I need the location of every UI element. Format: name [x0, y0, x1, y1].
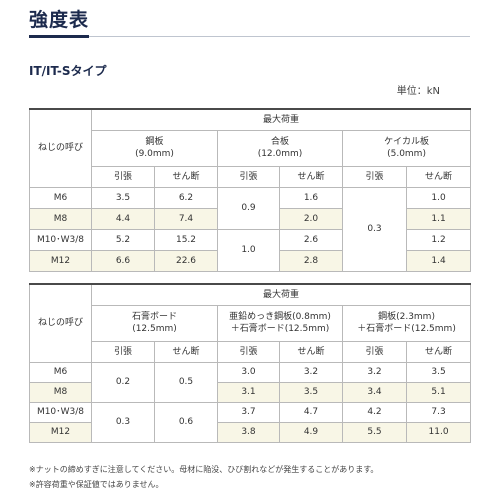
group-sub: ＋石膏ボード(12.5mm): [357, 324, 456, 334]
table-row: M6 3.5 6.2 0.9 1.6 0.3 1.0: [29, 186, 472, 272]
tension-header: 引張: [217, 165, 280, 188]
cell-value: 2.6: [279, 228, 343, 251]
cell-value: 3.8: [217, 421, 280, 443]
cell-value: 4.4: [91, 207, 155, 230]
screw-size: M10･W3/8: [29, 401, 92, 423]
strength-table-2: ねじの呼び 最大荷重 石膏ボード (12.5mm) 亜鉛めっき鋼板(0.8mm)…: [29, 283, 472, 443]
cell-value-merged: 0.3: [91, 401, 155, 443]
screw-size-header: ねじの呼び: [29, 283, 92, 363]
cell-value-merged: 1.0: [217, 228, 280, 272]
cell-value: 1.0: [405, 186, 472, 209]
group-sub: (5.0mm): [387, 149, 426, 159]
screw-size: M12: [29, 421, 92, 443]
table-row: M10･W3/8 0.3 0.6 3.7 4.7 4.2 7.3: [29, 401, 472, 443]
group-name: 亜鉛めっき鋼板(0.8mm): [229, 312, 331, 322]
cell-value-merged: 0.5: [154, 361, 218, 403]
tension-header: 引張: [91, 340, 155, 363]
group-header-plywood: 合板 (12.0mm): [217, 129, 343, 167]
unit-label: 単位：kN: [396, 86, 440, 97]
screw-size: M8: [29, 207, 92, 230]
cell-value: 3.2: [342, 361, 407, 383]
group-sub: (12.5mm): [132, 324, 177, 334]
group-name: ケイカル板: [384, 137, 429, 147]
cell-value: 1.1: [405, 207, 472, 230]
cell-value: 4.7: [279, 401, 343, 423]
shear-header: せん断: [405, 165, 472, 188]
group-name: 鋼板(2.3mm): [378, 312, 435, 322]
max-load-header: 最大荷重: [90, 283, 472, 306]
cell-value-merged: 0.2: [91, 361, 155, 403]
shear-header: せん断: [279, 165, 343, 188]
cell-value: 3.5: [279, 381, 343, 403]
cell-value: 3.5: [91, 186, 155, 209]
cell-value-merged: 0.3: [342, 186, 407, 272]
screw-size: M6: [29, 186, 92, 209]
cell-value: 5.2: [91, 228, 155, 251]
tension-header: 引張: [342, 165, 407, 188]
cell-value: 15.2: [154, 228, 218, 251]
screw-size-header: ねじの呼び: [29, 108, 92, 188]
cell-value: 5.5: [342, 421, 407, 443]
screw-size: M6: [29, 361, 92, 383]
cell-value: 4.9: [279, 421, 343, 443]
group-header-gypsum: 石膏ボード (12.5mm): [91, 304, 218, 342]
cell-value: 3.1: [217, 381, 280, 403]
cell-value: 3.7: [217, 401, 280, 423]
cell-value-merged: 0.6: [154, 401, 218, 443]
section-title: IT/IT-Sタイプ: [29, 64, 107, 78]
screw-size: M8: [29, 381, 92, 403]
shear-header: せん断: [154, 165, 218, 188]
cell-value: 2.8: [279, 249, 343, 272]
tension-header: 引張: [342, 340, 407, 363]
screw-size: M12: [29, 249, 92, 272]
group-name: 鋼板: [145, 137, 164, 147]
footnote: ※許容荷重や保証値ではありません。: [29, 480, 164, 489]
cell-value-merged: 0.9: [217, 186, 280, 230]
cell-value: 1.4: [405, 249, 472, 272]
group-header-calcium-board: ケイカル板 (5.0mm): [341, 129, 472, 167]
group-sub: (12.0mm): [257, 149, 303, 159]
cell-value: 3.4: [342, 381, 407, 403]
cell-value: 2.0: [279, 207, 343, 230]
group-sub: (9.0mm): [135, 149, 174, 159]
cell-value: 22.6: [154, 249, 218, 272]
cell-value: 5.1: [405, 381, 472, 403]
cell-value: 7.4: [154, 207, 218, 230]
cell-value: 7.3: [405, 401, 472, 423]
group-name: 合板: [270, 137, 289, 147]
footnotes: ※ナットの締めすぎに注意してください。母材に陥没、ひび割れなどが発生することがあ…: [29, 462, 378, 492]
group-header-steel: 鋼板 (9.0mm): [91, 129, 218, 167]
shear-header: せん断: [405, 340, 472, 363]
group-name: 石膏ボード: [131, 312, 177, 322]
footnote: ※ナットの締めすぎに注意してください。母材に陥没、ひび割れなどが発生することがあ…: [29, 465, 379, 474]
shear-header: せん断: [154, 340, 218, 363]
tension-header: 引張: [91, 165, 155, 188]
screw-size: M10･W3/8: [29, 228, 92, 251]
cell-value: 4.2: [342, 401, 407, 423]
tension-header: 引張: [217, 340, 280, 363]
cell-value: 11.0: [405, 421, 472, 443]
shear-header: せん断: [279, 340, 343, 363]
group-header-galvanized: 亜鉛めっき鋼板(0.8mm) ＋石膏ボード(12.5mm): [217, 304, 343, 342]
strength-table-1: ねじの呼び 最大荷重 鋼板 (9.0mm) 合板 (12.0mm) ケイカル板 …: [29, 108, 472, 272]
max-load-header: 最大荷重: [90, 108, 472, 131]
table-row: M10･W3/8 5.2 15.2 1.0 2.6 1.2: [29, 228, 472, 272]
title-divider: [29, 35, 470, 38]
cell-value: 3.0: [217, 361, 280, 383]
table-row: M6 0.2 0.5 3.0 3.2 3.2 3.5: [29, 361, 472, 403]
page-title: 強度表: [29, 9, 90, 31]
cell-value: 1.2: [405, 228, 472, 251]
cell-value: 3.5: [405, 361, 472, 383]
group-header-steel-gypsum: 鋼板(2.3mm) ＋石膏ボード(12.5mm): [341, 304, 472, 342]
group-sub: ＋石膏ボード(12.5mm): [230, 324, 330, 334]
cell-value: 6.2: [154, 186, 218, 209]
cell-value: 6.6: [91, 249, 155, 272]
cell-value: 1.6: [279, 186, 343, 209]
cell-value: 3.2: [279, 361, 343, 383]
